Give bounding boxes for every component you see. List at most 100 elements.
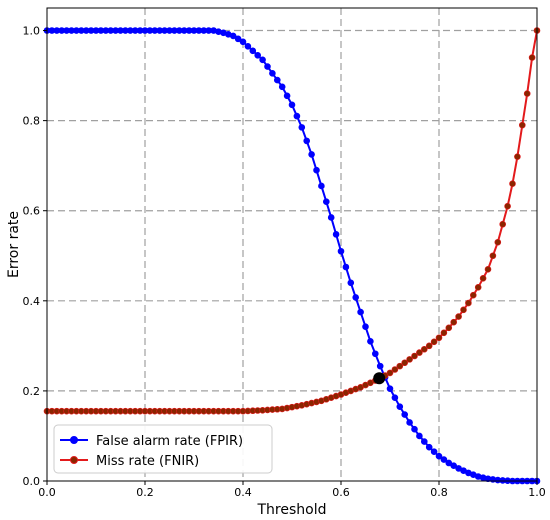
point-fnir <box>396 362 404 370</box>
point-fpir <box>357 308 364 316</box>
point-fpir <box>278 83 286 91</box>
legend-label-fnir: Miss rate (FNIR) <box>96 454 199 469</box>
point-fpir <box>303 137 311 145</box>
x-tick-label: 0.2 <box>136 486 154 499</box>
point-fpir <box>440 456 448 463</box>
point-fnir <box>494 238 502 246</box>
point-fnir <box>435 334 443 342</box>
point-fpir <box>342 263 350 271</box>
point-fnir <box>425 342 433 350</box>
point-fpir <box>259 56 266 64</box>
point-fnir <box>484 265 492 273</box>
intersection-point <box>373 372 386 385</box>
point-fpir <box>386 385 394 392</box>
point-fpir <box>347 279 355 287</box>
point-fnir <box>401 359 409 367</box>
y-axis-label: Error rate <box>6 211 22 278</box>
point-fpir <box>283 92 291 100</box>
x-tick-label: 0.6 <box>332 486 350 499</box>
point-fpir <box>445 459 453 467</box>
point-fnir <box>528 54 536 61</box>
point-fnir <box>391 366 399 373</box>
point-fnir <box>499 220 507 228</box>
y-tick-label: 0.8 <box>23 115 41 128</box>
point-fpir <box>264 63 271 70</box>
point-fnir <box>411 352 418 360</box>
point-fpir <box>391 394 399 401</box>
point-fpir <box>234 35 242 43</box>
point-fnir <box>518 121 526 129</box>
point-fnir <box>489 252 497 260</box>
point-fpir <box>308 151 315 158</box>
point-fpir <box>411 425 418 433</box>
y-tick-label: 0.0 <box>23 475 41 488</box>
point-fnir <box>386 369 394 377</box>
point-fpir <box>430 448 438 456</box>
point-fpir <box>396 403 404 410</box>
point-fpir <box>376 362 384 370</box>
point-fnir <box>430 338 438 346</box>
point-fnir <box>509 180 516 187</box>
y-tick-label: 0.6 <box>23 205 41 218</box>
point-fpir <box>239 38 247 46</box>
legend-label-fpir: False alarm rate (FPIR) <box>96 434 243 449</box>
point-fnir <box>469 291 477 299</box>
ticks: 0.0 0.2 0.4 0.6 0.8 1.0 0.0 0.2 0.4 0.6 0.8 1.0 <box>23 25 546 499</box>
x-tick-label: 0.0 <box>38 486 56 499</box>
point-fpir <box>288 101 296 109</box>
point-fnir <box>445 324 453 332</box>
point-fpir <box>298 124 306 131</box>
point-fpir <box>416 432 423 440</box>
point-fpir <box>420 438 428 445</box>
point-fnir <box>460 306 467 314</box>
point-fpir <box>371 350 379 358</box>
marker-layer <box>43 27 541 485</box>
point-fpir <box>254 51 262 59</box>
point-fpir <box>313 166 320 174</box>
point-fnir <box>420 345 428 353</box>
point-fnir <box>474 283 482 291</box>
series-line-fnir <box>47 30 538 413</box>
legend-marker-fpir <box>70 436 78 444</box>
legend: False alarm rate (FPIR) Miss rate (FNIR) <box>53 424 273 474</box>
annotation-layer <box>373 372 386 385</box>
y-tick-label: 0.4 <box>23 295 41 308</box>
point-fpir <box>229 32 237 40</box>
legend-box <box>53 424 273 474</box>
point-fpir <box>249 47 257 55</box>
point-fpir <box>435 452 443 460</box>
point-fnir <box>465 299 472 307</box>
point-fnir <box>504 202 511 210</box>
point-fpir <box>273 76 281 84</box>
x-tick-label: 1.0 <box>528 486 546 499</box>
x-tick-label: 0.8 <box>430 486 448 499</box>
point-fpir <box>401 411 409 418</box>
point-fpir <box>244 42 252 50</box>
point-fpir <box>367 338 374 345</box>
point-fpir <box>406 419 413 426</box>
point-fnir <box>406 356 413 363</box>
point-fnir <box>416 349 423 356</box>
point-fpir <box>327 214 335 221</box>
grid <box>47 8 537 481</box>
point-fnir <box>479 274 487 282</box>
point-fpir <box>450 462 458 469</box>
point-fpir <box>425 443 433 451</box>
legend-marker-fnir <box>70 456 78 464</box>
point-fpir <box>269 70 276 77</box>
x-axis-label: Threshold <box>257 502 327 518</box>
point-fnir <box>514 153 521 160</box>
point-fpir <box>293 112 301 120</box>
point-fpir <box>362 323 369 331</box>
point-fpir <box>322 198 330 205</box>
point-fpir <box>337 247 345 255</box>
point-fnir <box>455 313 462 320</box>
plot-frame <box>46 7 538 482</box>
point-fnir <box>523 90 531 97</box>
y-tick-label: 0.2 <box>23 385 41 398</box>
point-fpir <box>318 182 325 190</box>
point-fnir <box>440 329 448 337</box>
point-fnir <box>450 318 458 326</box>
point-fpir <box>332 231 340 238</box>
